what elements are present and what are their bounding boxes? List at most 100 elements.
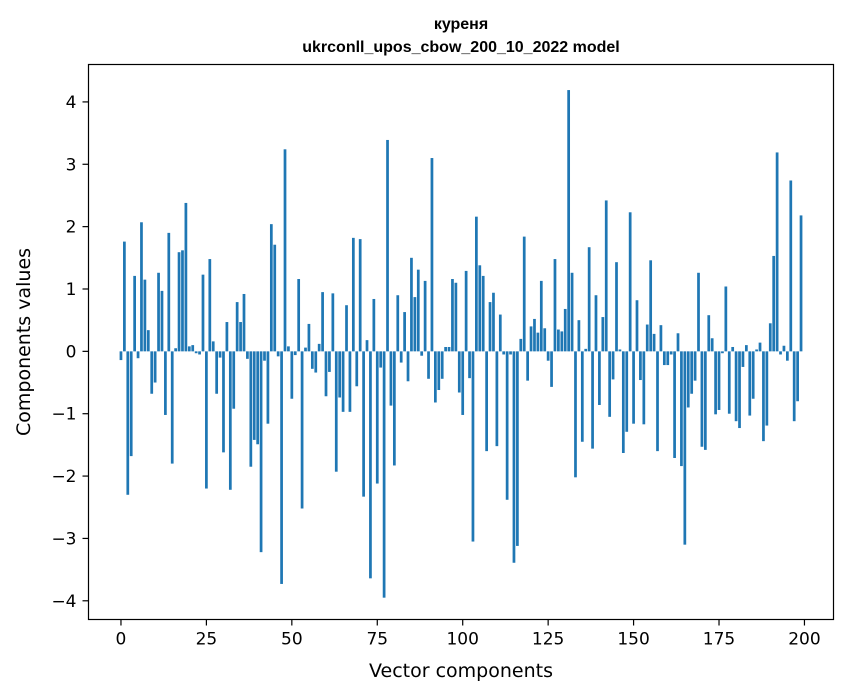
bar (434, 351, 437, 403)
bar (328, 351, 331, 372)
bar (427, 351, 430, 379)
bar (222, 351, 225, 453)
bar (608, 351, 612, 417)
bar (461, 351, 465, 415)
y-tick-label: 2 (66, 218, 77, 238)
bar (598, 351, 601, 405)
bar (656, 351, 659, 452)
bar (659, 325, 663, 352)
bar (625, 351, 629, 432)
bar (789, 180, 793, 352)
plot-frame (87, 63, 835, 621)
bar (738, 351, 741, 429)
bar (792, 351, 796, 422)
bar (632, 351, 635, 424)
bar (345, 305, 348, 352)
bar (304, 347, 307, 352)
chart-title: куреня (434, 16, 488, 33)
bar (796, 351, 799, 402)
bar (666, 351, 670, 366)
bar (205, 351, 208, 489)
bar (786, 351, 789, 361)
bar (249, 351, 253, 467)
bar (762, 351, 765, 442)
bar (235, 302, 239, 352)
bar (529, 326, 533, 352)
bar (266, 351, 270, 424)
bar (167, 232, 171, 352)
bar (727, 351, 731, 414)
bar (546, 351, 550, 361)
bar (591, 351, 594, 449)
x-tick-label: 150 (617, 630, 649, 650)
bar (287, 346, 290, 352)
bar (123, 241, 126, 352)
x-tick-label: 0 (116, 630, 127, 650)
bar (594, 295, 598, 352)
bar (430, 158, 434, 352)
bar (779, 351, 782, 355)
bar (410, 257, 413, 352)
bar (475, 216, 478, 352)
bar (697, 272, 700, 352)
bar (290, 351, 294, 399)
bar (324, 351, 328, 397)
bar (447, 346, 451, 352)
bar-series (119, 90, 803, 598)
bar (570, 272, 574, 352)
bar (174, 348, 178, 352)
bar (150, 351, 154, 394)
bar (225, 322, 229, 352)
bar (194, 351, 198, 354)
bar (557, 329, 560, 352)
bar (146, 330, 150, 352)
bar (516, 351, 519, 546)
bar (601, 317, 605, 352)
bar (724, 286, 728, 352)
bar (280, 351, 283, 584)
bar (396, 295, 400, 352)
bar (543, 328, 547, 352)
bar (321, 292, 324, 352)
bar (362, 351, 365, 497)
bar (437, 351, 441, 391)
bar (136, 351, 140, 359)
y-tick-label: −3 (51, 529, 76, 549)
bar (331, 293, 335, 352)
bar (191, 345, 195, 352)
bar (369, 351, 372, 579)
y-tick-label: 1 (66, 280, 77, 300)
y-tick-label: 0 (66, 342, 77, 362)
bar (690, 351, 694, 394)
bar (680, 351, 683, 467)
bar (164, 351, 167, 415)
bar (587, 247, 591, 352)
bar (574, 351, 577, 478)
bar (170, 351, 174, 464)
bar (269, 224, 273, 352)
bar (153, 351, 157, 383)
bar (338, 351, 342, 398)
bar (232, 351, 236, 409)
bar (536, 332, 540, 352)
bar (488, 302, 492, 352)
bar (519, 338, 523, 352)
bar (676, 333, 680, 352)
bar (399, 351, 403, 363)
bar (211, 341, 215, 352)
bar (642, 351, 646, 425)
bar (365, 340, 369, 352)
bar (444, 346, 447, 352)
bar (604, 200, 608, 352)
x-tick-label: 125 (532, 630, 564, 650)
bar (187, 346, 191, 352)
bar (440, 351, 444, 379)
bar (454, 282, 458, 352)
bar (580, 351, 584, 442)
bar (300, 351, 304, 509)
x-axis-ticks: 0 25 50 75 100 125 150 175 200 (116, 619, 821, 650)
x-axis-label: Vector components (369, 660, 553, 682)
bar (567, 90, 571, 352)
bar (639, 351, 642, 381)
